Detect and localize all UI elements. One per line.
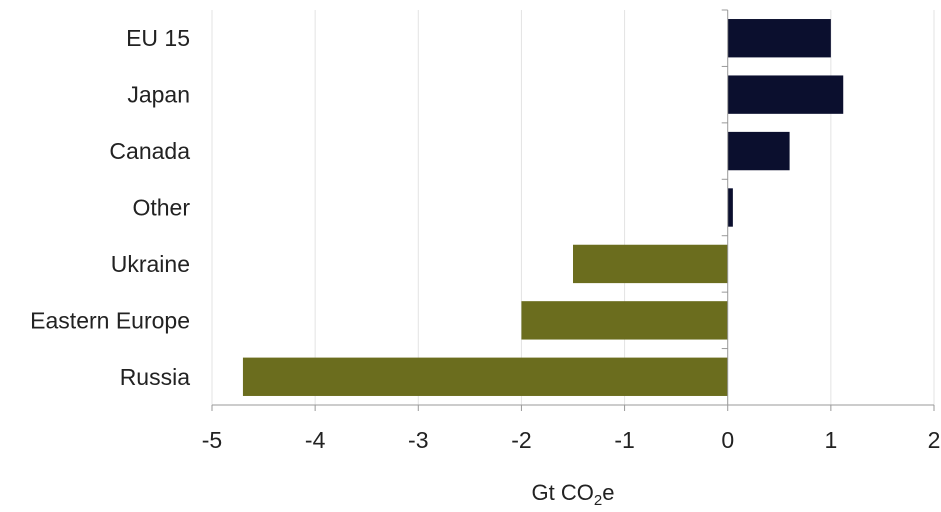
x-tick-label: 1 (824, 427, 837, 453)
category-label: Ukraine (111, 251, 190, 277)
bar-japan (727, 75, 844, 114)
category-label: Eastern Europe (30, 307, 190, 333)
category-label: EU 15 (126, 25, 190, 51)
bar-eu-15 (727, 19, 831, 58)
x-tick-label: -1 (614, 427, 634, 453)
gridlines (211, 10, 935, 405)
bar-ukraine (573, 244, 728, 284)
x-axis-title: Gt CO2e (532, 480, 615, 509)
bars (242, 19, 844, 396)
axes (211, 9, 935, 411)
x-tick-label: -5 (202, 427, 222, 453)
labels: EU 15 Japan Canada Other Ukraine Eastern Euro… (30, 25, 940, 453)
bar-russia (242, 357, 728, 396)
x-tick-label: -2 (511, 427, 531, 453)
bar-eastern-europe (521, 301, 728, 340)
category-label: Canada (109, 138, 190, 164)
x-tick-label: -3 (408, 427, 428, 453)
category-label: Russia (120, 364, 191, 390)
category-label: Japan (127, 82, 190, 108)
x-tick-label: 2 (928, 427, 941, 453)
bar-canada (727, 131, 790, 171)
x-tick-label: 0 (721, 427, 734, 453)
bar-other (727, 188, 733, 227)
x-tick-label: -4 (305, 427, 326, 453)
category-label: Other (132, 195, 190, 221)
